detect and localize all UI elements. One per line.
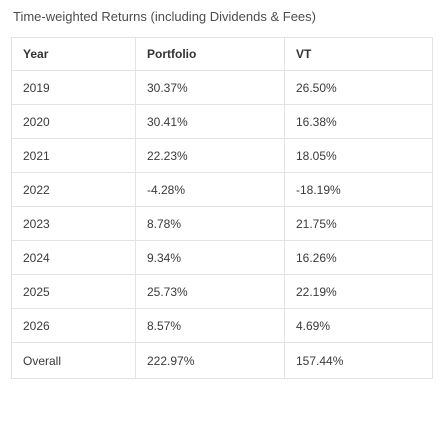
portfolio-return-cell: 9.34% bbox=[135, 240, 285, 275]
portfolio-return-cell: 30.37% bbox=[135, 70, 285, 105]
overall-label-cell: Overall bbox=[11, 342, 136, 379]
overall-row: Overall 222.97% 157.44% bbox=[11, 342, 433, 379]
table-row: 2024 9.34% 16.26% bbox=[11, 240, 433, 275]
table-row: 2026 8.57% 4.69% bbox=[11, 308, 433, 343]
table-row: 2019 30.37% 26.50% bbox=[11, 70, 433, 105]
table-row: 2025 25.73% 22.19% bbox=[11, 274, 433, 309]
vt-return-cell: 16.38% bbox=[284, 104, 433, 139]
vt-return-cell: 18.05% bbox=[284, 138, 433, 173]
vt-return-cell: -18.19% bbox=[284, 172, 433, 207]
portfolio-return-cell: 22.23% bbox=[135, 138, 285, 173]
year-cell: 2019 bbox=[11, 70, 136, 105]
year-cell: 2022 bbox=[11, 172, 136, 207]
year-cell: 2021 bbox=[11, 138, 136, 173]
column-header-year: Year bbox=[11, 37, 136, 71]
table-row: 2022 -4.28% -18.19% bbox=[11, 172, 433, 207]
portfolio-return-cell: -4.28% bbox=[135, 172, 285, 207]
header-row: Year Portfolio VT bbox=[11, 37, 433, 71]
vt-return-cell: 4.69% bbox=[284, 308, 433, 343]
column-header-portfolio: Portfolio bbox=[135, 37, 285, 71]
table-row: 2023 8.78% 21.75% bbox=[11, 206, 433, 241]
vt-overall-cell: 157.44% bbox=[284, 342, 433, 379]
table-title: Time-weighted Returns (including Dividen… bbox=[13, 9, 316, 24]
vt-return-cell: 22.19% bbox=[284, 274, 433, 309]
portfolio-overall-cell: 222.97% bbox=[135, 342, 285, 379]
portfolio-return-cell: 8.78% bbox=[135, 206, 285, 241]
column-header-vt: VT bbox=[284, 37, 433, 71]
portfolio-return-cell: 8.57% bbox=[135, 308, 285, 343]
table-row: 2020 30.41% 16.38% bbox=[11, 104, 433, 139]
returns-table: Year Portfolio VT 2019 30.37% 26.50% 202… bbox=[11, 37, 433, 379]
year-cell: 2023 bbox=[11, 206, 136, 241]
year-cell: 2025 bbox=[11, 274, 136, 309]
year-cell: 2026 bbox=[11, 308, 136, 343]
table-row: 2021 22.23% 18.05% bbox=[11, 138, 433, 173]
year-cell: 2024 bbox=[11, 240, 136, 275]
vt-return-cell: 21.75% bbox=[284, 206, 433, 241]
year-cell: 2020 bbox=[11, 104, 136, 139]
vt-return-cell: 26.50% bbox=[284, 70, 433, 105]
portfolio-return-cell: 30.41% bbox=[135, 104, 285, 139]
vt-return-cell: 16.26% bbox=[284, 240, 433, 275]
portfolio-return-cell: 25.73% bbox=[135, 274, 285, 309]
